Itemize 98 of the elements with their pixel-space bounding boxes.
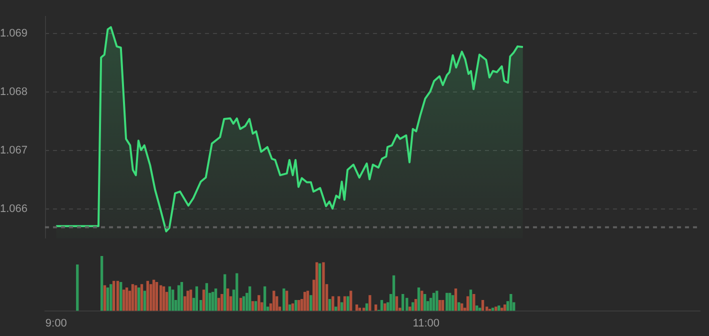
bar — [211, 292, 214, 311]
bar — [414, 298, 418, 311]
bar — [510, 294, 512, 311]
bar — [214, 288, 218, 311]
bar — [131, 284, 134, 311]
bar — [152, 280, 156, 311]
bar — [150, 284, 152, 311]
bar — [346, 296, 350, 311]
bar — [140, 284, 144, 311]
bar — [298, 300, 300, 311]
bar — [469, 290, 472, 311]
bar — [478, 308, 482, 311]
bar — [500, 308, 504, 311]
bar — [120, 282, 122, 311]
bar — [272, 290, 276, 311]
bar — [106, 287, 110, 311]
bar — [451, 295, 454, 311]
bar — [315, 262, 318, 311]
bar — [392, 275, 396, 311]
bar — [432, 292, 436, 311]
bar — [448, 292, 452, 311]
bar — [248, 286, 252, 311]
bar — [408, 306, 412, 311]
bar — [303, 292, 306, 311]
bar — [438, 300, 442, 311]
bar — [116, 280, 120, 311]
bar — [337, 296, 340, 311]
bar — [125, 287, 128, 311]
bar — [220, 294, 224, 311]
x-tick-label: 9:00 — [45, 317, 67, 330]
bar — [328, 298, 332, 311]
bar — [446, 292, 448, 311]
bar — [358, 308, 362, 311]
bar — [122, 290, 126, 311]
bar — [236, 273, 238, 311]
bar — [217, 298, 220, 311]
bar — [205, 283, 208, 311]
bar — [466, 296, 470, 311]
bar — [310, 295, 312, 311]
bar — [491, 308, 494, 311]
bar — [322, 262, 325, 311]
bar — [239, 298, 242, 311]
bar — [202, 290, 206, 311]
bar — [143, 290, 146, 311]
bar — [177, 285, 180, 311]
bar — [189, 290, 192, 311]
bar — [424, 294, 426, 311]
bar — [286, 290, 288, 311]
bar — [146, 280, 150, 311]
bar — [258, 295, 260, 311]
bar — [318, 263, 322, 311]
bar — [420, 290, 424, 311]
bar — [103, 285, 106, 311]
bar — [436, 290, 438, 311]
bar — [368, 295, 372, 311]
x-tick-label: 11:00 — [412, 317, 440, 330]
y-tick-label: 1.068 — [0, 86, 28, 98]
bar — [362, 308, 366, 311]
bar — [137, 287, 140, 311]
y-tick-label: 1.066 — [0, 203, 28, 216]
bar — [306, 290, 310, 311]
y-tick-label: 1.069 — [0, 28, 28, 40]
bar — [160, 285, 162, 311]
bar — [481, 300, 484, 311]
bar — [226, 288, 230, 311]
bar — [395, 296, 398, 311]
bar — [263, 286, 266, 311]
bar — [110, 284, 112, 311]
bar — [224, 274, 226, 311]
bar — [441, 300, 444, 311]
bar — [155, 282, 158, 311]
y-tick-label: 1.067 — [0, 144, 28, 157]
bar — [195, 286, 198, 311]
bar — [282, 288, 286, 311]
bar — [472, 294, 476, 311]
bar — [417, 287, 420, 311]
bar — [162, 286, 166, 311]
bar — [332, 296, 334, 311]
bar — [112, 280, 116, 311]
bar — [251, 301, 254, 311]
bar — [134, 285, 138, 311]
bar — [454, 288, 458, 311]
bar — [402, 294, 404, 311]
bar — [406, 298, 408, 311]
bar — [172, 290, 174, 311]
bar — [100, 256, 104, 311]
bar — [343, 296, 346, 311]
bar — [350, 290, 352, 311]
bar — [186, 290, 190, 311]
bar — [180, 282, 184, 311]
bar — [76, 264, 79, 311]
bar — [494, 306, 498, 311]
bar — [254, 301, 258, 311]
bar — [380, 300, 384, 311]
bar — [294, 300, 298, 311]
bar — [242, 296, 246, 311]
bar — [334, 306, 338, 311]
bar — [168, 286, 172, 311]
